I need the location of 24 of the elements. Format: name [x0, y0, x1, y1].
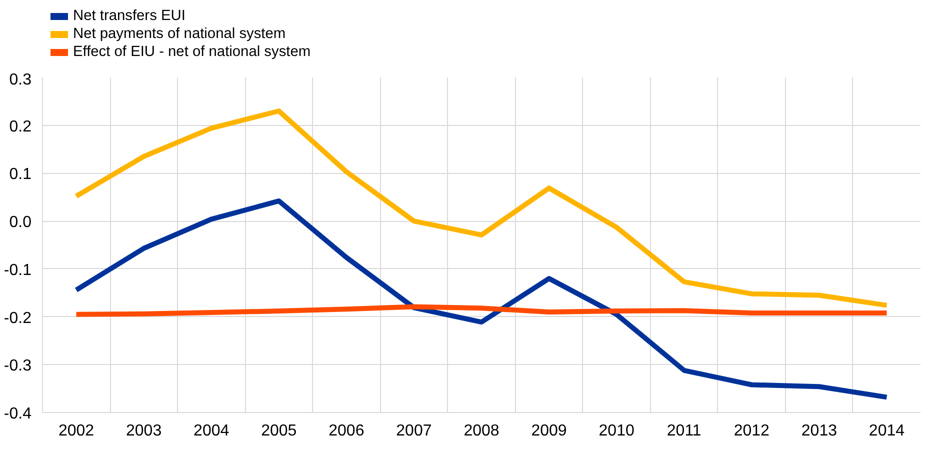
y-tick-label: -0.3 [4, 358, 32, 375]
x-tick-label: 2012 [734, 422, 770, 440]
legend-label: Effect of EIU - net of national system [73, 44, 311, 60]
x-tick-label: 2007 [396, 422, 432, 440]
x-tick-label: 2014 [868, 422, 905, 440]
x-tick-label: 2004 [194, 422, 230, 440]
y-tick-label: -0.4 [4, 406, 32, 422]
y-tick-label: 0.1 [9, 166, 32, 184]
x-tick-label: 2002 [58, 422, 94, 440]
y-tick-label: 0.2 [9, 118, 32, 136]
x-tick-label: 2006 [328, 422, 364, 440]
y-tick-label: 0.0 [9, 214, 32, 232]
x-tick-label: 2003 [126, 422, 162, 440]
y-tick-label: 0.3 [9, 72, 32, 88]
x-tick-label: 2010 [598, 422, 634, 440]
legend-label: Net payments of national system [73, 26, 286, 42]
y-tick-label: -0.2 [4, 310, 32, 327]
y-tick-label: -0.1 [4, 262, 32, 279]
legend-label: Net transfers EUI [73, 8, 186, 24]
x-tick-label: 2013 [801, 422, 838, 440]
x-tick-label: 2008 [464, 422, 500, 440]
x-tick-label: 2011 [666, 422, 702, 440]
x-tick-label: 2005 [261, 422, 297, 440]
x-tick-label: 2009 [531, 422, 567, 440]
